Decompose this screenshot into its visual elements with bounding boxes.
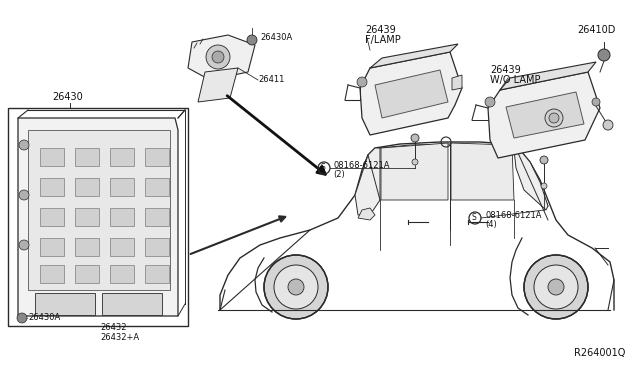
Circle shape [247, 35, 257, 45]
Polygon shape [75, 208, 99, 226]
Polygon shape [451, 143, 514, 200]
Polygon shape [110, 265, 134, 283]
Polygon shape [110, 148, 134, 166]
Polygon shape [40, 265, 64, 283]
Polygon shape [28, 130, 170, 290]
Text: S: S [472, 214, 476, 222]
Circle shape [598, 49, 610, 61]
Text: S: S [321, 164, 325, 173]
Text: R264001Q: R264001Q [573, 348, 625, 358]
Polygon shape [110, 238, 134, 256]
Circle shape [603, 120, 613, 130]
Circle shape [540, 156, 548, 164]
Polygon shape [18, 118, 178, 316]
Circle shape [592, 98, 600, 106]
Bar [8, 108, 188, 326]
Circle shape [545, 109, 563, 127]
Polygon shape [40, 238, 64, 256]
Text: 08168-6121A: 08168-6121A [485, 211, 541, 219]
Polygon shape [145, 148, 169, 166]
Circle shape [206, 45, 230, 69]
Text: 26410D: 26410D [577, 25, 615, 35]
Polygon shape [110, 208, 134, 226]
Polygon shape [452, 75, 462, 90]
Circle shape [524, 255, 588, 319]
Polygon shape [198, 68, 238, 102]
Polygon shape [102, 293, 162, 315]
Polygon shape [145, 265, 169, 283]
Polygon shape [40, 148, 64, 166]
Polygon shape [358, 208, 375, 220]
Polygon shape [75, 148, 99, 166]
Polygon shape [500, 62, 596, 90]
Polygon shape [75, 238, 99, 256]
Circle shape [548, 279, 564, 295]
Circle shape [264, 255, 328, 319]
Polygon shape [355, 148, 380, 215]
Polygon shape [35, 293, 95, 315]
Polygon shape [145, 208, 169, 226]
Circle shape [412, 159, 418, 165]
Polygon shape [75, 265, 99, 283]
Circle shape [19, 140, 29, 150]
Polygon shape [145, 238, 169, 256]
Circle shape [411, 134, 419, 142]
Text: 08168-6121A: 08168-6121A [333, 160, 390, 170]
Text: 26432: 26432 [100, 324, 127, 333]
Circle shape [19, 190, 29, 200]
Polygon shape [370, 44, 458, 68]
Text: 26430: 26430 [52, 92, 83, 102]
Polygon shape [488, 72, 600, 158]
Polygon shape [145, 178, 169, 196]
Text: 26430A: 26430A [260, 33, 292, 42]
Text: 26439: 26439 [490, 65, 521, 75]
Text: (4): (4) [485, 221, 497, 230]
Polygon shape [110, 178, 134, 196]
Polygon shape [514, 150, 548, 210]
Text: 26411: 26411 [258, 76, 284, 84]
Circle shape [357, 77, 367, 87]
Circle shape [534, 265, 578, 309]
Text: 26430A: 26430A [28, 314, 60, 323]
Circle shape [19, 240, 29, 250]
Text: 26432+A: 26432+A [100, 333, 139, 341]
Text: W/O LAMP: W/O LAMP [490, 75, 541, 85]
Circle shape [549, 113, 559, 123]
Circle shape [485, 97, 495, 107]
Polygon shape [40, 208, 64, 226]
Circle shape [17, 313, 27, 323]
Text: (2): (2) [333, 170, 345, 180]
Text: F/LAMP: F/LAMP [365, 35, 401, 45]
Polygon shape [381, 143, 448, 200]
Polygon shape [188, 35, 255, 80]
Polygon shape [375, 70, 448, 118]
Text: 26439: 26439 [365, 25, 396, 35]
Circle shape [212, 51, 224, 63]
Circle shape [541, 183, 547, 189]
Circle shape [288, 279, 304, 295]
Polygon shape [75, 178, 99, 196]
Circle shape [274, 265, 318, 309]
Polygon shape [40, 178, 64, 196]
Polygon shape [360, 52, 462, 135]
Polygon shape [506, 92, 584, 138]
